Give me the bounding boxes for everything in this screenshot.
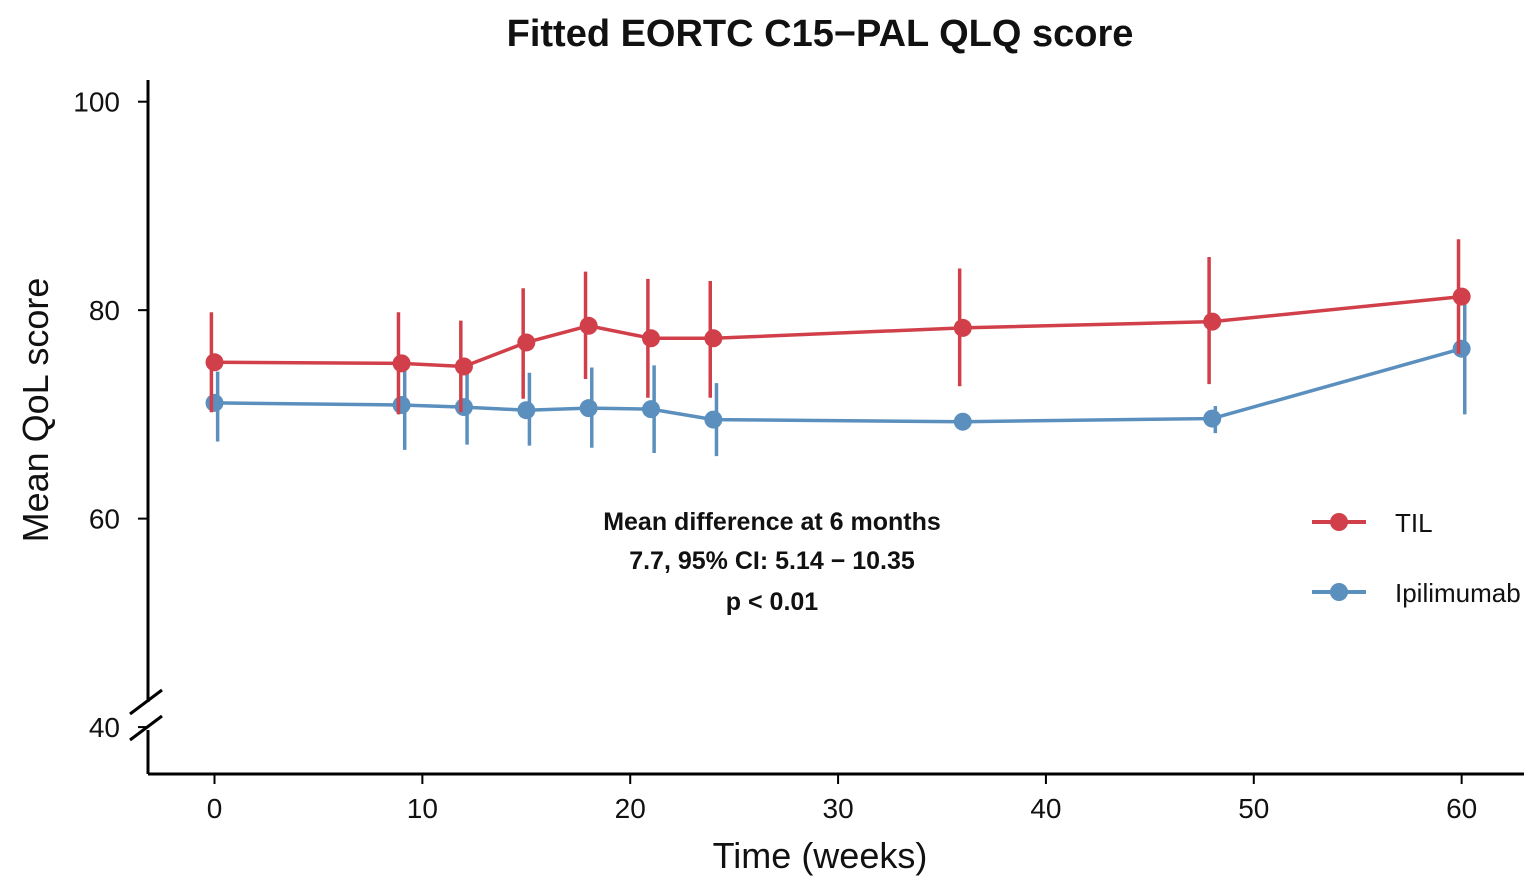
annotation-line-1: Mean difference at 6 months [603, 508, 941, 536]
data-point [517, 333, 536, 352]
data-point [579, 316, 598, 335]
axes: 40 60 80 100 0 10 20 30 40 50 60 [73, 80, 1524, 824]
chart-title: Fitted EORTC C15−PAL QLQ score [507, 13, 1134, 55]
y-tick-label: 60 [89, 504, 120, 535]
data-point [579, 399, 598, 418]
x-tick-label: 30 [823, 793, 854, 824]
data-point [392, 354, 411, 373]
data-point [454, 398, 473, 417]
data-point [642, 400, 661, 419]
data-point [205, 353, 224, 372]
data-point [392, 396, 411, 415]
axis-break-mark [129, 688, 163, 716]
legend-item-ipilimumab: Ipilimumab [1312, 578, 1521, 608]
data-point [642, 329, 661, 348]
data-point [953, 318, 972, 337]
data-point [704, 329, 723, 348]
data-point [454, 357, 473, 376]
data-point [953, 412, 972, 431]
series-ipilimumab [205, 299, 1471, 457]
data-point [1203, 312, 1222, 331]
annotation-line-2: 7.7, 95% CI: 5.14 − 10.35 [629, 547, 915, 575]
y-tick-label: 80 [89, 295, 120, 326]
x-tick-label: 10 [407, 793, 438, 824]
series-til [205, 239, 1471, 415]
data-point [704, 410, 723, 429]
x-tick-label: 0 [207, 793, 223, 824]
y-axis-label: Mean QoL score [15, 278, 56, 543]
y-tick-label: 40 [89, 712, 120, 743]
legend: TIL Ipilimumab [1312, 508, 1521, 608]
annotation-line-3: p < 0.01 [726, 588, 819, 616]
x-tick-label: 40 [1030, 793, 1061, 824]
legend-marker [1330, 513, 1348, 531]
legend-marker [1330, 583, 1348, 601]
data-point [1203, 409, 1222, 428]
x-tick-label: 20 [615, 793, 646, 824]
legend-label: Ipilimumab [1395, 578, 1521, 608]
series-layer [205, 239, 1471, 457]
series-line [214, 347, 1463, 424]
data-point [1452, 287, 1471, 306]
data-point [205, 393, 224, 412]
legend-item-til: TIL [1312, 508, 1433, 538]
legend-label: TIL [1395, 508, 1433, 538]
x-tick-label: 50 [1238, 793, 1269, 824]
y-tick-label: 100 [73, 87, 120, 118]
annotation: Mean difference at 6 months 7.7, 95% CI:… [603, 508, 941, 616]
x-axis-label: Time (weeks) [713, 835, 928, 876]
data-point [517, 401, 536, 420]
series-line [214, 294, 1462, 369]
data-point [1452, 339, 1471, 358]
x-tick-label: 60 [1446, 793, 1477, 824]
